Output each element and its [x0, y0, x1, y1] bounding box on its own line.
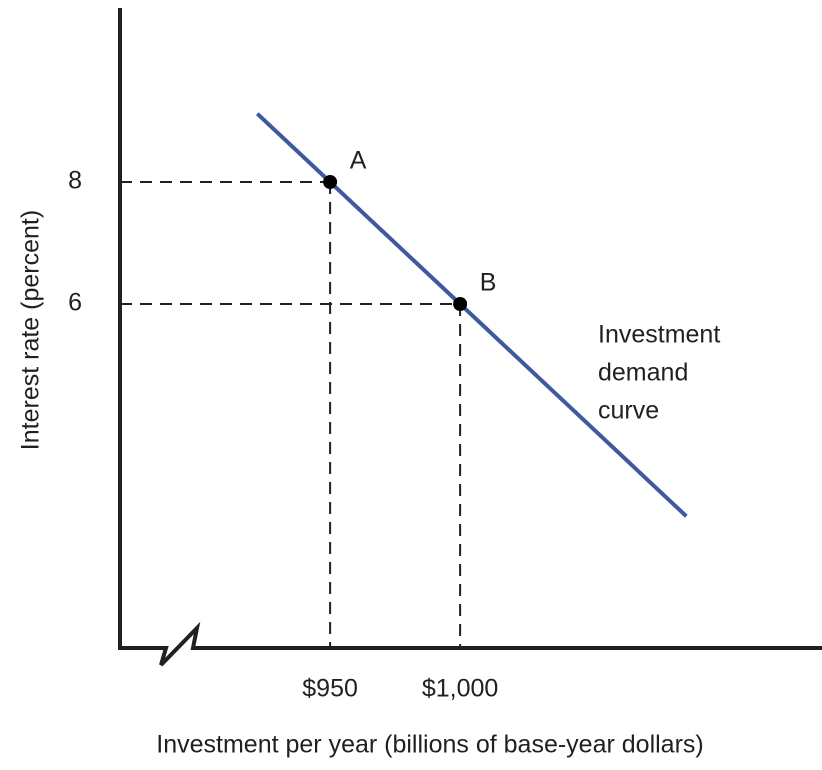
demand-curve	[255, 112, 688, 518]
y-axis-label: Interest rate (percent)	[17, 210, 45, 450]
curve-label: curve	[598, 397, 659, 425]
x-axis-label: Investment per year (billions of base-ye…	[156, 731, 703, 759]
x-tick-label: $1,000	[422, 675, 498, 703]
point	[323, 175, 338, 190]
point	[453, 296, 468, 311]
axes	[118, 8, 822, 667]
point-label: B	[480, 269, 497, 297]
x-tick-label: $950	[302, 675, 358, 703]
curve-label: demand	[598, 359, 688, 387]
point-label: A	[350, 147, 367, 175]
y-tick-label: 8	[68, 167, 82, 195]
curve-label: Investment	[598, 321, 720, 349]
y-tick-label: 6	[68, 289, 82, 317]
